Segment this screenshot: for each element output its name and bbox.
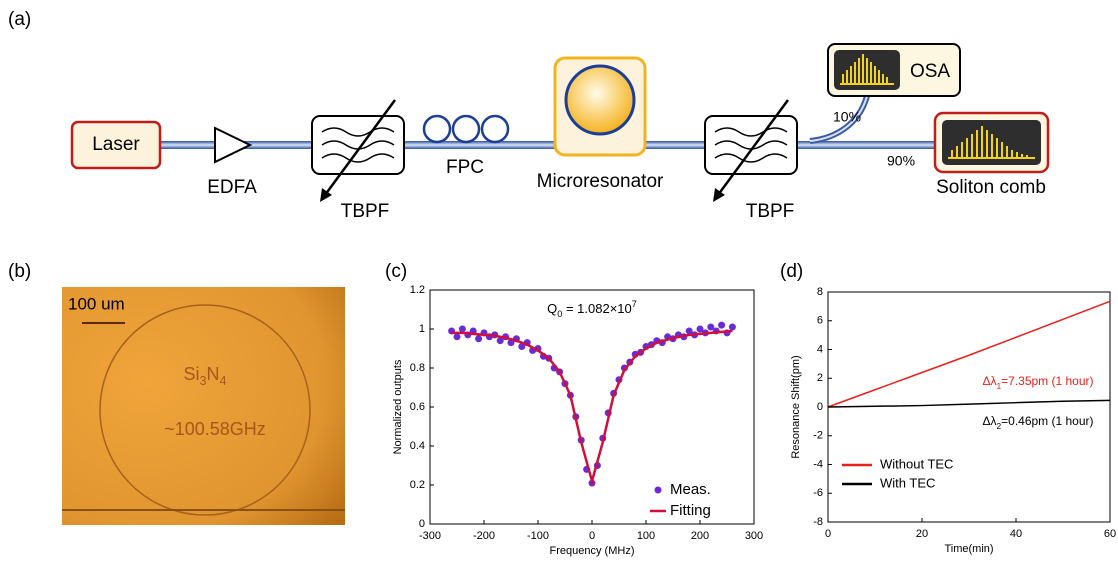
filter <box>705 100 797 202</box>
scale-label: 100 um <box>68 294 125 313</box>
data-point <box>454 333 461 340</box>
label: 10% <box>833 109 861 125</box>
y-tick-label: 0.6 <box>410 401 425 413</box>
fiber <box>160 141 940 149</box>
x-tick-label: 20 <box>916 528 928 540</box>
label: TBPF <box>746 201 795 222</box>
text-segment: Δλ <box>982 414 996 428</box>
y-tick-label: 4 <box>817 343 823 355</box>
polarization-controller <box>424 116 508 142</box>
text-segment: N <box>207 364 220 384</box>
text-segment: 7 <box>632 299 637 309</box>
resonator <box>566 66 634 134</box>
annotation: Δλ1=7.35pm (1 hour) <box>982 374 1093 391</box>
annotation: Q0 = 1.082×107 <box>547 299 637 319</box>
filter <box>312 100 404 202</box>
text-segment: =7.35pm (1 hour) <box>1001 374 1093 388</box>
x-tick-label: -300 <box>419 530 441 542</box>
y-tick-label: -6 <box>813 487 823 499</box>
label: Soliton comb <box>936 177 1046 198</box>
legend-label: Fitting <box>670 502 711 519</box>
y-axis-label: Resonance Shift(pm) <box>790 355 802 458</box>
amplifier <box>215 128 250 162</box>
y-tick-label: 0.4 <box>410 440 425 452</box>
x-tick-label: 60 <box>1104 528 1116 540</box>
y-tick-label: -8 <box>813 516 823 528</box>
x-tick-label: 200 <box>691 530 709 542</box>
text-segment: = 1.082×10 <box>562 301 631 316</box>
data-point <box>475 335 482 342</box>
data-line <box>828 400 1110 407</box>
x-tick-label: 0 <box>589 530 595 542</box>
label: TBPF <box>341 201 390 222</box>
label: FPC <box>446 157 484 178</box>
label: 90% <box>887 153 915 169</box>
data-line <box>452 331 733 481</box>
panel-label: (b) <box>8 261 31 282</box>
annotation: Δλ2=0.46pm (1 hour) <box>982 414 1093 431</box>
label: EDFA <box>207 177 257 198</box>
text-segment: Δλ <box>982 374 996 388</box>
y-axis-label: Normalized outputs <box>392 359 404 454</box>
page: (a) Laser EDFA TBPF FPC Microresonator T… <box>0 0 1118 562</box>
y-tick-label: 0 <box>419 518 425 530</box>
data-line <box>828 301 1110 407</box>
y-tick-label: 2 <box>817 372 823 384</box>
x-tick-label: 40 <box>1010 528 1022 540</box>
y-tick-label: 0.8 <box>410 362 425 374</box>
y-tick-label: 1.2 <box>410 284 425 296</box>
panel-label: (d) <box>780 261 803 282</box>
x-tick-label: 300 <box>745 530 763 542</box>
text-segment: Si <box>183 364 199 384</box>
y-tick-label: 6 <box>817 315 823 327</box>
legend-swatch <box>655 487 662 494</box>
text-segment: 3 <box>199 374 206 388</box>
x-axis-label: Frequency (MHz) <box>550 545 635 557</box>
legend-label: Without TEC <box>880 456 953 471</box>
text-segment: 4 <box>220 374 227 388</box>
label: OSA <box>910 61 950 82</box>
y-tick-label: 8 <box>817 286 823 298</box>
x-tick-label: -200 <box>473 530 495 542</box>
text-segment: Q <box>547 301 557 316</box>
x-tick-label: -100 <box>527 530 549 542</box>
x-tick-label: 0 <box>825 528 831 540</box>
data-point <box>718 322 725 329</box>
figure: (a) Laser EDFA TBPF FPC Microresonator T… <box>0 0 1118 562</box>
y-tick-label: -4 <box>813 458 823 470</box>
legend-label: With TEC <box>880 475 935 490</box>
y-tick-label: -2 <box>813 430 823 442</box>
label: Microresonator <box>537 171 664 192</box>
data-point <box>459 326 466 333</box>
legend-label: Meas. <box>670 481 711 498</box>
fsr-label: ~100.58GHz <box>164 419 266 439</box>
y-tick-label: 1 <box>419 323 425 335</box>
x-axis-label: Time(min) <box>944 543 993 555</box>
text-segment: =0.46pm (1 hour) <box>1001 414 1093 428</box>
x-tick-label: 100 <box>637 530 655 542</box>
panel-label: (a) <box>8 9 31 30</box>
data-point <box>729 324 736 331</box>
panel-label: (c) <box>385 261 407 282</box>
y-tick-label: 0.2 <box>410 479 425 491</box>
y-tick-label: 0 <box>817 401 823 413</box>
label: Laser <box>92 134 140 155</box>
